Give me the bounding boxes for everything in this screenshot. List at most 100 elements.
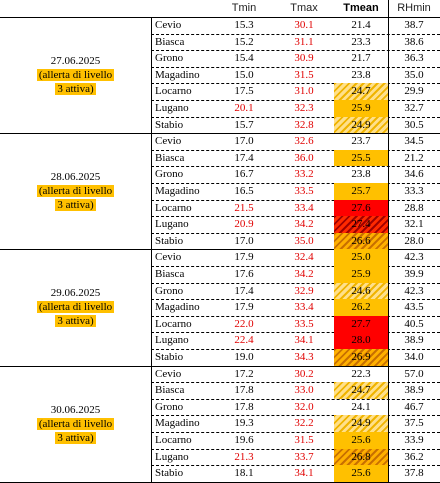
cell-tmin: 15.4 xyxy=(234,52,254,65)
cell-tmax: 31.5 xyxy=(294,434,314,446)
cell-rhmin: 42.3 xyxy=(404,284,424,297)
row-separator xyxy=(151,232,440,234)
station-name: Cevio xyxy=(155,251,182,264)
station-name: Locarno xyxy=(155,434,192,446)
cell-tmax: 33.0 xyxy=(294,384,314,397)
cell-tmax: 32.6 xyxy=(294,135,314,148)
row-separator xyxy=(151,332,440,334)
row-separator xyxy=(151,432,440,433)
header-rule xyxy=(0,17,440,18)
alert-highlight: (allerta di livello xyxy=(36,69,115,82)
date-block: 27.06.2025 (allerta di livello 3 attiva) xyxy=(36,54,115,96)
cell-rhmin: 43.5 xyxy=(404,301,424,314)
station-name: Magadino xyxy=(155,185,200,197)
alert-note-line2: 3 attiva) xyxy=(37,314,114,328)
cell-tmax: 30.9 xyxy=(294,52,314,65)
cell-tmean: 21.4 xyxy=(351,19,371,31)
cell-tmin: 18.1 xyxy=(234,467,254,480)
row-separator xyxy=(151,216,440,218)
alert-highlight: (allerta di livello xyxy=(36,301,115,314)
cell-tmin: 22.0 xyxy=(234,317,254,330)
cell-rhmin: 38.6 xyxy=(404,35,424,48)
cell-tmean: 21.7 xyxy=(351,52,371,65)
cell-tmin: 17.6 xyxy=(234,268,254,280)
cell-tmax: 33.4 xyxy=(294,301,314,314)
date-label: 29.06.2025 xyxy=(50,287,101,300)
station-name: Biasca xyxy=(155,151,185,164)
cell-tmax: 32.9 xyxy=(294,284,314,297)
cell-tmax: 35.0 xyxy=(294,234,314,247)
cell-tmax: 31.0 xyxy=(294,85,314,98)
row-separator xyxy=(151,398,440,400)
cell-rhmin: 42.3 xyxy=(404,251,424,264)
alert-highlight: 3 attiva) xyxy=(55,315,96,328)
date-block: 29.06.2025 (allerta di livello 3 attiva) xyxy=(36,286,115,328)
cell-tmax: 33.2 xyxy=(294,168,314,181)
cell-tmin: 21.3 xyxy=(234,450,254,463)
cell-rhmin: 33.3 xyxy=(404,185,424,197)
alert-note-line2: 3 attiva) xyxy=(37,82,114,96)
cell-tmax: 33.7 xyxy=(294,450,314,463)
cell-rhmin: 38.9 xyxy=(404,384,424,397)
header-tmin: Tmin xyxy=(231,2,257,14)
cell-tmin: 17.4 xyxy=(234,284,254,297)
cell-rhmin: 35.0 xyxy=(404,68,424,81)
station-name: Biasca xyxy=(155,35,185,48)
station-name: Grono xyxy=(155,168,184,181)
cell-tmean: 24.9 xyxy=(334,415,388,432)
cell-rhmin: 38.9 xyxy=(404,334,424,347)
station-name: Cevio xyxy=(155,135,182,148)
station-name: Grono xyxy=(155,52,184,65)
cell-tmean: 26.2 xyxy=(334,299,388,316)
station-name: Stabio xyxy=(155,467,184,480)
cell-tmax: 34.1 xyxy=(294,467,314,480)
cell-rhmin: 33.9 xyxy=(404,434,424,446)
alert-note-line1: (allerta di livello xyxy=(36,184,115,198)
cell-tmin: 19.3 xyxy=(234,417,254,430)
cell-tmax: 30.2 xyxy=(294,367,314,380)
cell-tmean: 23.7 xyxy=(351,135,371,148)
row-separator xyxy=(151,183,440,184)
date-block: 30.06.2025 (allerta di livello 3 attiva) xyxy=(36,403,115,445)
row-separator xyxy=(151,100,440,101)
day-separator xyxy=(0,133,440,135)
cell-tmax: 32.3 xyxy=(294,102,314,114)
alert-highlight: (allerta di livello xyxy=(36,185,115,198)
station-name: Lugano xyxy=(155,218,189,231)
cell-tmax: 36.0 xyxy=(294,151,314,164)
column-divider xyxy=(388,0,389,482)
station-name: Magadino xyxy=(155,417,200,430)
cell-tmin: 20.9 xyxy=(234,218,254,231)
station-name: Magadino xyxy=(155,301,200,314)
cell-tmin: 17.9 xyxy=(234,251,254,264)
row-separator xyxy=(151,116,440,118)
station-name: Lugano xyxy=(155,334,189,347)
station-name: Locarno xyxy=(155,317,192,330)
date-cell: 27.06.2025 (allerta di livello 3 attiva) xyxy=(0,17,151,133)
cell-tmean: 25.7 xyxy=(334,183,388,200)
station-name: Cevio xyxy=(155,19,182,31)
station-name: Grono xyxy=(155,284,184,297)
alert-highlight: 3 attiva) xyxy=(55,83,96,96)
row-separator xyxy=(151,166,440,168)
station-name: Stabio xyxy=(155,234,184,247)
station-name: Lugano xyxy=(155,450,189,463)
station-name: Locarno xyxy=(155,201,192,214)
row-separator xyxy=(151,266,440,267)
station-name: Stabio xyxy=(155,351,184,363)
day-separator xyxy=(0,249,440,251)
cell-rhmin: 32.1 xyxy=(404,218,424,231)
station-name: Lugano xyxy=(155,102,189,114)
cell-rhmin: 57.0 xyxy=(404,367,424,380)
cell-rhmin: 38.7 xyxy=(404,19,424,31)
cell-tmin: 22.4 xyxy=(234,334,254,347)
cell-tmean: 26.8 xyxy=(334,448,388,466)
station-name: Biasca xyxy=(155,384,185,397)
cell-tmax: 33.5 xyxy=(294,317,314,330)
station-name: Biasca xyxy=(155,268,185,280)
cell-rhmin: 46.7 xyxy=(404,400,424,413)
cell-tmin: 21.5 xyxy=(234,201,254,214)
date-label: 30.06.2025 xyxy=(50,403,101,416)
cell-tmin: 19.6 xyxy=(234,434,254,446)
